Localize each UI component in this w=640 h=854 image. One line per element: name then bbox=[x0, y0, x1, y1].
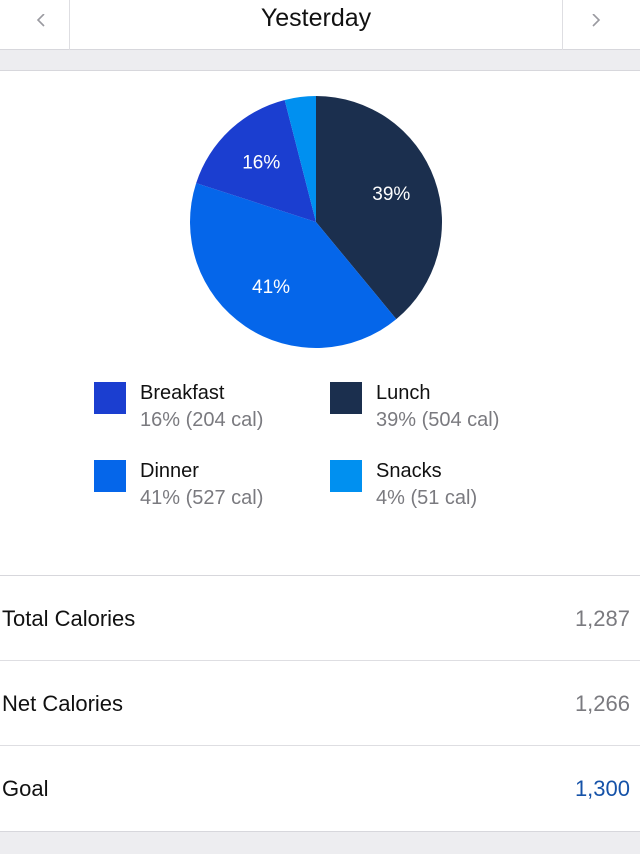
summary-row-total-calories: Total Calories 1,287 bbox=[0, 576, 640, 661]
previous-day-button[interactable] bbox=[0, 0, 70, 50]
summary-row-goal[interactable]: Goal 1,300 bbox=[0, 746, 640, 831]
meal-pie-chart: 39% 41% 16% bbox=[190, 96, 443, 348]
legend-detail-lunch: 39% (504 cal) bbox=[376, 409, 500, 431]
pie-slice-snacks bbox=[284, 96, 316, 222]
date-navigator: Yesterday bbox=[0, 0, 640, 50]
pie-label-breakfast: 16% bbox=[242, 153, 280, 174]
chevron-left-icon bbox=[36, 14, 45, 27]
pie-slice-lunch bbox=[316, 96, 443, 320]
legend-swatch-snacks bbox=[330, 460, 362, 492]
legend-label-lunch: Lunch bbox=[376, 382, 431, 404]
legend-item-snacks: Snacks 4% (51 cal) bbox=[330, 460, 580, 520]
legend-label-breakfast: Breakfast bbox=[140, 382, 225, 404]
legend-item-breakfast: Breakfast 16% (204 cal) bbox=[94, 382, 344, 442]
summary-row-net-calories: Net Calories 1,266 bbox=[0, 661, 640, 746]
legend-item-dinner: Dinner 41% (527 cal) bbox=[94, 460, 344, 520]
legend-label-dinner: Dinner bbox=[140, 460, 199, 482]
calorie-breakdown-card: 39% 41% 16% Breakfast 16% (204 cal) Lunch … bbox=[0, 70, 640, 576]
calorie-summary: Total Calories 1,287 Net Calories 1,266 … bbox=[0, 576, 640, 832]
goal-value[interactable]: 1,300 bbox=[574, 775, 630, 801]
total-calories-label: Total Calories bbox=[2, 605, 136, 631]
next-day-button[interactable] bbox=[562, 0, 640, 50]
legend-swatch-breakfast bbox=[94, 382, 126, 414]
legend-label-snacks: Snacks bbox=[376, 460, 442, 482]
legend-detail-dinner: 41% (527 cal) bbox=[140, 487, 264, 509]
goal-label: Goal bbox=[2, 775, 49, 801]
pie-label-dinner: 41% bbox=[252, 277, 290, 298]
pie-slice-breakfast bbox=[196, 99, 316, 222]
total-calories-value: 1,287 bbox=[574, 605, 630, 631]
legend-swatch-lunch bbox=[330, 382, 362, 414]
legend-swatch-dinner bbox=[94, 460, 126, 492]
legend-item-lunch: Lunch 39% (504 cal) bbox=[330, 382, 580, 442]
net-calories-value: 1,266 bbox=[574, 690, 630, 716]
chevron-right-icon bbox=[591, 14, 600, 27]
date-title: Yesterday bbox=[260, 3, 372, 32]
legend-detail-breakfast: 16% (204 cal) bbox=[140, 409, 264, 431]
pie-slice-dinner bbox=[190, 183, 397, 348]
net-calories-label: Net Calories bbox=[2, 690, 124, 716]
pie-label-lunch: 39% bbox=[372, 184, 410, 205]
legend-detail-snacks: 4% (51 cal) bbox=[376, 487, 478, 509]
